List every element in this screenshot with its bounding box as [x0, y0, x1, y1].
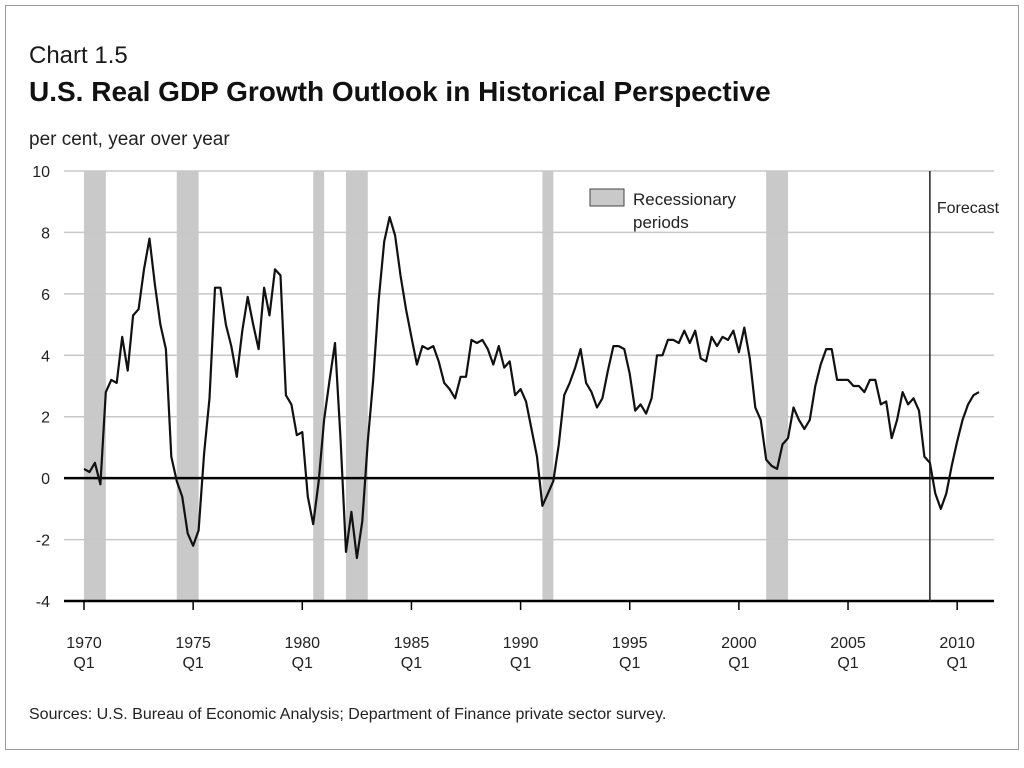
x-tick-label-quarter: Q1 — [401, 655, 422, 672]
recession-band-4 — [345, 171, 368, 601]
legend-label-line1: Recessionary — [633, 190, 736, 209]
x-tick-label-quarter: Q1 — [837, 655, 858, 672]
x-tick-label-year: 1970 — [66, 635, 102, 652]
x-tick-label-quarter: Q1 — [619, 655, 640, 672]
x-tick-label-quarter: Q1 — [292, 655, 313, 672]
recession-band-1 — [84, 171, 106, 601]
legend-swatch — [589, 188, 625, 207]
x-tick-label-quarter: Q1 — [182, 655, 203, 672]
x-tick-labels: 1970 Q1 1975 Q1 1980 Q1 1985 Q1 1990 Q1 1995 Q1 2000… — [66, 635, 975, 672]
x-tick-label-year: 2010 — [939, 635, 975, 652]
x-tick-label-year: 1975 — [175, 635, 211, 652]
series-lines — [83, 216, 980, 560]
source-note: Sources: U.S. Bureau of Economic Analysi… — [29, 706, 667, 723]
x-tick-label-year: 1980 — [284, 635, 320, 652]
x-tick-label-year: 2005 — [830, 635, 866, 652]
recession-band-3 — [313, 171, 325, 601]
chart-title: U.S. Real GDP Growth Outlook in Historic… — [29, 76, 771, 107]
y-tick-label: 10 — [32, 164, 50, 181]
y-tick-label: 0 — [41, 471, 50, 488]
y-tick-label: -4 — [36, 594, 50, 611]
x-tick-label-year: 1995 — [612, 635, 648, 652]
y-tick-label: -2 — [36, 533, 50, 550]
y-tick-label: 8 — [41, 225, 50, 242]
x-tick-label-year: 2000 — [721, 635, 757, 652]
recession-bands — [84, 171, 788, 601]
x-tick-label-quarter: Q1 — [946, 655, 967, 672]
recession-band-6 — [766, 171, 788, 601]
y-axis-unit-label: per cent, year over year — [29, 129, 230, 150]
x-tick-label-quarter: Q1 — [510, 655, 531, 672]
forecast-marker: Forecast — [929, 171, 1000, 601]
chart-number: Chart 1.5 — [29, 42, 128, 69]
series-line-1 — [83, 216, 980, 560]
x-tick-label-year: 1985 — [394, 635, 430, 652]
x-tick-label-year: 1990 — [503, 635, 539, 652]
legend: Recessionary periods — [589, 188, 736, 232]
x-tick-label-quarter: Q1 — [728, 655, 749, 672]
x-tick-label-quarter: Q1 — [73, 655, 94, 672]
y-tick-labels: -4 -2 0 2 4 6 8 10 — [32, 164, 50, 611]
legend-label-line2: periods — [633, 213, 689, 232]
recession-band-5 — [542, 171, 554, 601]
y-tick-label: 4 — [41, 348, 50, 365]
y-tick-label: 6 — [41, 287, 50, 304]
forecast-label: Forecast — [937, 200, 1000, 217]
axes — [83, 601, 958, 610]
y-tick-label: 2 — [41, 410, 50, 427]
